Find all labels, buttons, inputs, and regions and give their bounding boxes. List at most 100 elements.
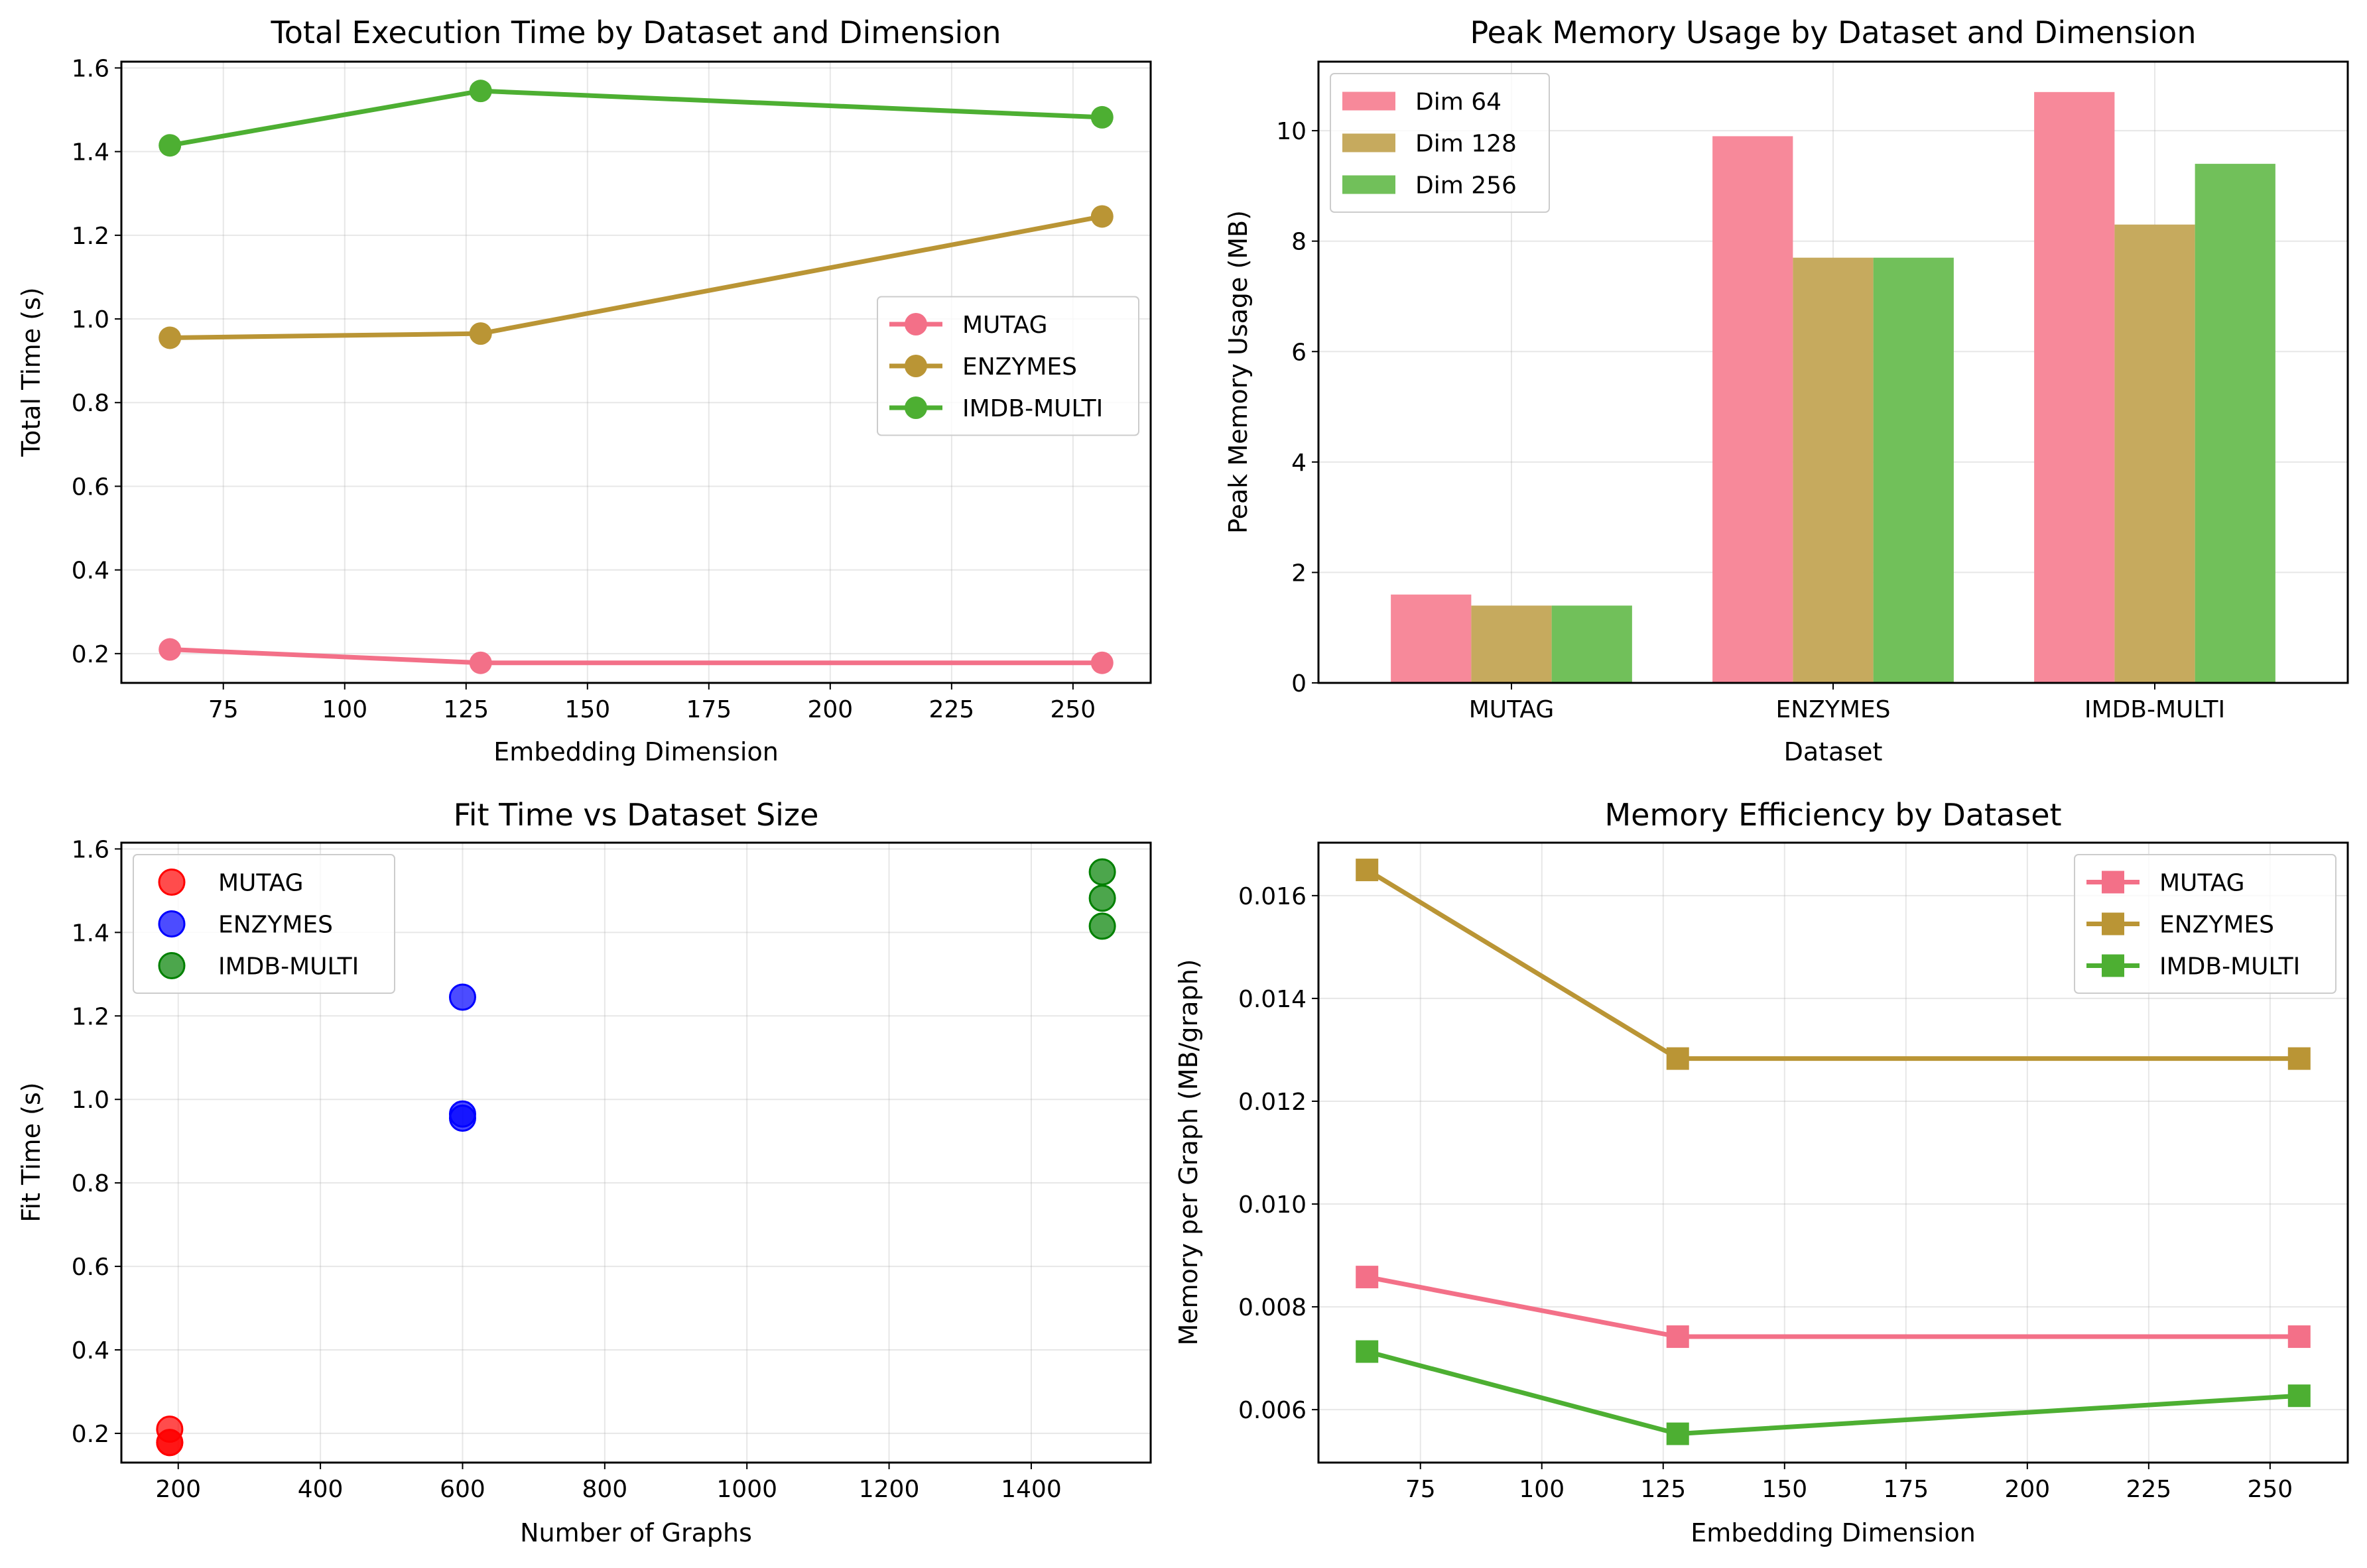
scatter-series — [156, 858, 1116, 1457]
data-marker — [1090, 205, 1114, 228]
x-tick-label: 125 — [1640, 1476, 1686, 1503]
legend-label: ENZYMES — [962, 353, 1077, 381]
y-tick-label: 0.4 — [72, 558, 109, 585]
data-marker — [2287, 1384, 2311, 1408]
legend-swatch — [1342, 91, 1395, 111]
y-tick-label: 1.4 — [72, 920, 109, 947]
y-tick-label: 0.8 — [72, 1170, 109, 1197]
bar — [2195, 164, 2275, 683]
x-axis-label: Dataset — [1784, 737, 1883, 766]
data-marker — [2287, 1325, 2311, 1349]
data-marker — [159, 326, 182, 349]
legend-swatch-marker — [2102, 954, 2124, 977]
y-tick-label: 1.2 — [72, 223, 109, 250]
legend-swatch-marker — [158, 952, 186, 979]
data-marker — [469, 651, 492, 674]
y-tick-label: 0 — [1291, 670, 1307, 697]
plot-title: Peak Memory Usage by Dataset and Dimensi… — [1470, 15, 2197, 50]
plot-title: Total Execution Time by Dataset and Dime… — [270, 15, 1001, 50]
plot-total-time: 0.2 0.4 0.6 0.8 1.0 1.2 1.4 1.6 75 100 125 150 175 20… — [17, 15, 1152, 766]
x-tick-label: 100 — [1519, 1476, 1565, 1503]
data-marker — [159, 134, 182, 157]
y-tick-label: 10 — [1276, 118, 1307, 145]
y-tick-label: 1.4 — [72, 139, 109, 166]
legend-label: ENZYMES — [2159, 912, 2274, 939]
y-tick-label: 0.010 — [1238, 1191, 1307, 1219]
data-marker — [1666, 1422, 1689, 1445]
axes-frame — [120, 841, 1152, 1464]
y-axis-label: Fit Time (s) — [17, 1082, 46, 1222]
axes-frame — [1317, 841, 2349, 1464]
y-tick-label: 0.006 — [1238, 1397, 1307, 1424]
bar — [2034, 91, 2115, 683]
data-marker — [1666, 1047, 1689, 1070]
legend-swatch — [1342, 175, 1395, 194]
x-tick-label: 250 — [1051, 696, 1096, 723]
bar — [1471, 605, 1552, 683]
legend-label: IMDB-MULTI — [962, 395, 1103, 422]
x-tick-label: 1000 — [716, 1476, 777, 1503]
legend-label: IMDB-MULTI — [218, 953, 359, 981]
data-marker — [1356, 859, 1379, 882]
x-tick-label: MUTAG — [1469, 696, 1555, 723]
x-tick-label: 800 — [582, 1476, 627, 1503]
legend-label: Dim 64 — [1415, 89, 1502, 116]
scatter-point — [1088, 912, 1116, 940]
legend-label: MUTAG — [962, 312, 1048, 339]
legend-label: IMDB-MULTI — [2159, 953, 2300, 981]
y-tick-label: 1.0 — [72, 306, 109, 333]
data-marker — [1090, 105, 1114, 129]
line-series — [1356, 859, 2311, 1445]
legend: MUTAG ENZYMES IMDB-MULTI — [133, 854, 395, 994]
tick-labels: 0 2 4 6 8 10 MUTAG ENZYMES IMDB-MULTI — [1276, 118, 2225, 723]
legend-swatch-marker — [2102, 912, 2124, 935]
data-marker — [469, 80, 492, 103]
x-tick-label: 200 — [155, 1476, 201, 1503]
y-tick-label: 0.014 — [1238, 986, 1307, 1013]
y-tick-label: 1.6 — [72, 836, 109, 863]
line-series — [159, 80, 1114, 674]
bar — [1873, 257, 1954, 684]
tick-labels: 0.2 0.4 0.6 0.8 1.0 1.2 1.4 1.6 200 400 600 800 1000… — [72, 836, 1062, 1503]
plot-peak-memory: 0 2 4 6 8 10 MUTAG ENZYMES IMDB-MULTI Peak Memor… — [1224, 15, 2349, 766]
x-tick-label: 200 — [2004, 1476, 2050, 1503]
legend: Dim 64 Dim 128 Dim 256 — [1330, 73, 1550, 213]
x-tick-label: IMDB-MULTI — [2084, 696, 2225, 723]
x-tick-label: 100 — [322, 696, 367, 723]
y-axis-label: Memory per Graph (MB/graph) — [1174, 959, 1203, 1345]
x-axis-label: Embedding Dimension — [1691, 1518, 1976, 1547]
legend: MUTAG ENZYMES IMDB-MULTI — [877, 296, 1139, 436]
plot-memory-efficiency: 0.006 0.008 0.010 0.012 0.014 0.016 75 100 125 15… — [1174, 797, 2349, 1547]
legend-label: Dim 128 — [1415, 131, 1517, 158]
y-tick-label: 1.2 — [72, 1003, 109, 1030]
scatter-point — [448, 983, 476, 1011]
y-tick-label: 0.4 — [72, 1337, 109, 1364]
data-marker — [2287, 1047, 2311, 1070]
data-marker — [1356, 1340, 1379, 1363]
legend-swatch-marker — [158, 869, 186, 896]
y-axis-label: Peak Memory Usage (MB) — [1224, 210, 1253, 534]
legend-swatch-marker — [905, 396, 927, 419]
x-tick-label: 75 — [208, 696, 239, 723]
x-tick-label: 1400 — [1001, 1476, 1062, 1503]
plot-fit-time: 0.2 0.4 0.6 0.8 1.0 1.2 1.4 1.6 200 400 600 800 1000… — [17, 797, 1152, 1547]
bar-series — [1391, 91, 2275, 684]
x-tick-label: 75 — [1405, 1476, 1436, 1503]
legend-swatch-marker — [905, 313, 927, 335]
bar — [2114, 224, 2195, 683]
legend-frame — [877, 296, 1139, 436]
legend: MUTAG ENZYMES IMDB-MULTI — [2074, 854, 2336, 994]
y-tick-label: 0.2 — [72, 1421, 109, 1448]
scatter-point — [1088, 858, 1116, 886]
legend-swatch-marker — [2102, 871, 2124, 894]
legend-label: MUTAG — [2159, 870, 2245, 897]
y-tick-label: 0.8 — [72, 390, 109, 417]
plot-title: Fit Time vs Dataset Size — [454, 797, 819, 833]
y-tick-label: 6 — [1291, 339, 1307, 366]
x-tick-label: 175 — [1883, 1476, 1929, 1503]
x-tick-label: 1200 — [859, 1476, 920, 1503]
x-tick-label: 150 — [564, 696, 610, 723]
x-tick-label: 225 — [928, 696, 974, 723]
legend-swatch-marker — [905, 355, 927, 377]
